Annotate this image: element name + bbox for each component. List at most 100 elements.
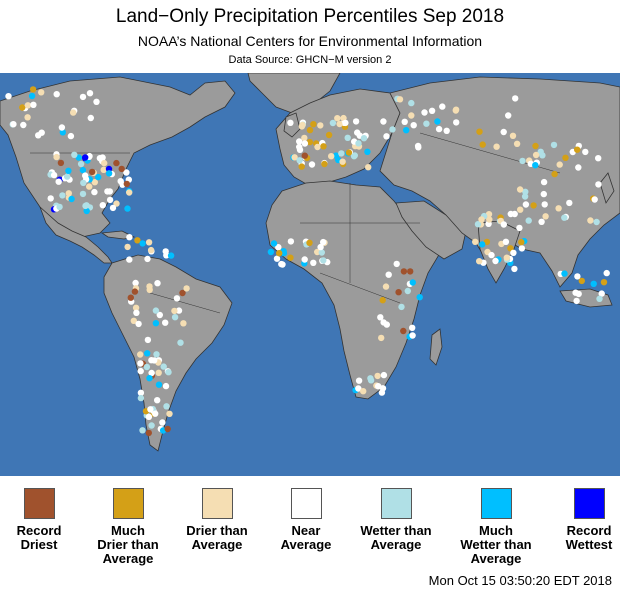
station-marker [364, 148, 371, 155]
station-marker [301, 140, 309, 147]
station-marker [145, 413, 153, 420]
station-marker [485, 211, 493, 218]
station-marker [79, 190, 87, 198]
station-marker [393, 260, 400, 268]
station-marker [151, 357, 158, 364]
station-marker [146, 286, 153, 293]
station-marker [101, 159, 108, 167]
station-marker [96, 155, 104, 162]
station-marker [403, 127, 410, 134]
station-marker [71, 151, 78, 158]
station-marker [409, 279, 416, 286]
station-marker [124, 205, 131, 212]
station-marker [99, 202, 107, 209]
africa [265, 180, 441, 400]
station-marker [95, 173, 102, 181]
station-marker [79, 166, 87, 174]
legend-swatch [480, 488, 512, 519]
station-marker [379, 297, 386, 304]
station-marker [145, 239, 153, 246]
legend-item-near-average: Near Average [261, 488, 351, 552]
station-marker [273, 255, 281, 262]
madagascar [429, 328, 443, 366]
station-marker [476, 128, 483, 135]
station-marker [525, 217, 532, 224]
station-marker [287, 254, 294, 261]
central-america [39, 206, 113, 264]
station-marker [408, 99, 415, 107]
station-marker [428, 107, 436, 114]
station-marker [153, 351, 160, 358]
station-marker [291, 154, 298, 161]
station-marker [500, 128, 507, 136]
station-marker [522, 201, 530, 208]
station-marker [513, 140, 521, 147]
station-marker [180, 320, 187, 327]
station-marker [53, 91, 60, 98]
station-marker [137, 367, 144, 375]
station-marker [395, 289, 402, 296]
station-marker [86, 183, 93, 190]
station-marker [483, 238, 491, 246]
station-marker [434, 118, 441, 125]
station-marker [276, 250, 283, 257]
station-marker [507, 210, 514, 218]
station-marker [332, 152, 340, 159]
station-marker [154, 397, 161, 404]
station-marker [296, 143, 303, 151]
station-marker [160, 363, 167, 370]
station-marker [516, 186, 524, 193]
station-marker [542, 213, 549, 220]
station-marker [91, 179, 99, 186]
station-marker [556, 161, 563, 168]
station-marker [532, 162, 539, 169]
station-marker [280, 250, 288, 257]
station-marker [566, 199, 573, 207]
station-marker [148, 369, 155, 377]
station-marker [479, 141, 486, 148]
station-marker [20, 121, 27, 129]
station-marker [421, 109, 428, 116]
station-marker [162, 319, 169, 326]
station-marker [551, 170, 558, 178]
station-marker [375, 383, 382, 390]
station-marker [345, 149, 353, 156]
station-marker [400, 327, 407, 335]
station-marker [518, 238, 525, 246]
station-marker [443, 127, 450, 134]
station-marker [298, 163, 305, 170]
station-marker [296, 157, 303, 164]
station-marker [306, 138, 313, 146]
station-marker [540, 190, 547, 198]
station-marker [598, 290, 605, 297]
station-marker [595, 155, 602, 162]
station-marker [354, 129, 361, 136]
legend-item-wetter: Wetter than Average [351, 488, 441, 552]
map-subtitle: NOAA’s National Centers for Environmenta… [137, 33, 483, 49]
station-marker [596, 295, 603, 302]
legend-swatch [380, 488, 412, 519]
legend-item-much-drier: Much Drier than Average [83, 488, 173, 566]
station-marker [127, 294, 134, 301]
station-marker [147, 406, 154, 413]
station-markers [5, 86, 610, 437]
station-marker [179, 289, 186, 297]
station-marker [109, 204, 117, 212]
legend-label: Wetter than Average [360, 523, 432, 552]
station-marker [500, 221, 507, 228]
station-marker [139, 240, 146, 247]
legend-swatch [23, 488, 55, 519]
station-marker [360, 388, 367, 395]
legend-swatch [573, 488, 605, 519]
station-marker [113, 200, 120, 207]
station-marker [58, 124, 66, 131]
station-marker [38, 89, 45, 96]
station-marker [590, 280, 597, 287]
legend-label: Near Average [280, 523, 332, 552]
station-marker [104, 188, 111, 195]
station-marker [70, 109, 77, 116]
station-marker [400, 268, 408, 275]
station-marker [352, 118, 360, 125]
station-marker [301, 152, 308, 159]
station-marker [538, 218, 545, 225]
